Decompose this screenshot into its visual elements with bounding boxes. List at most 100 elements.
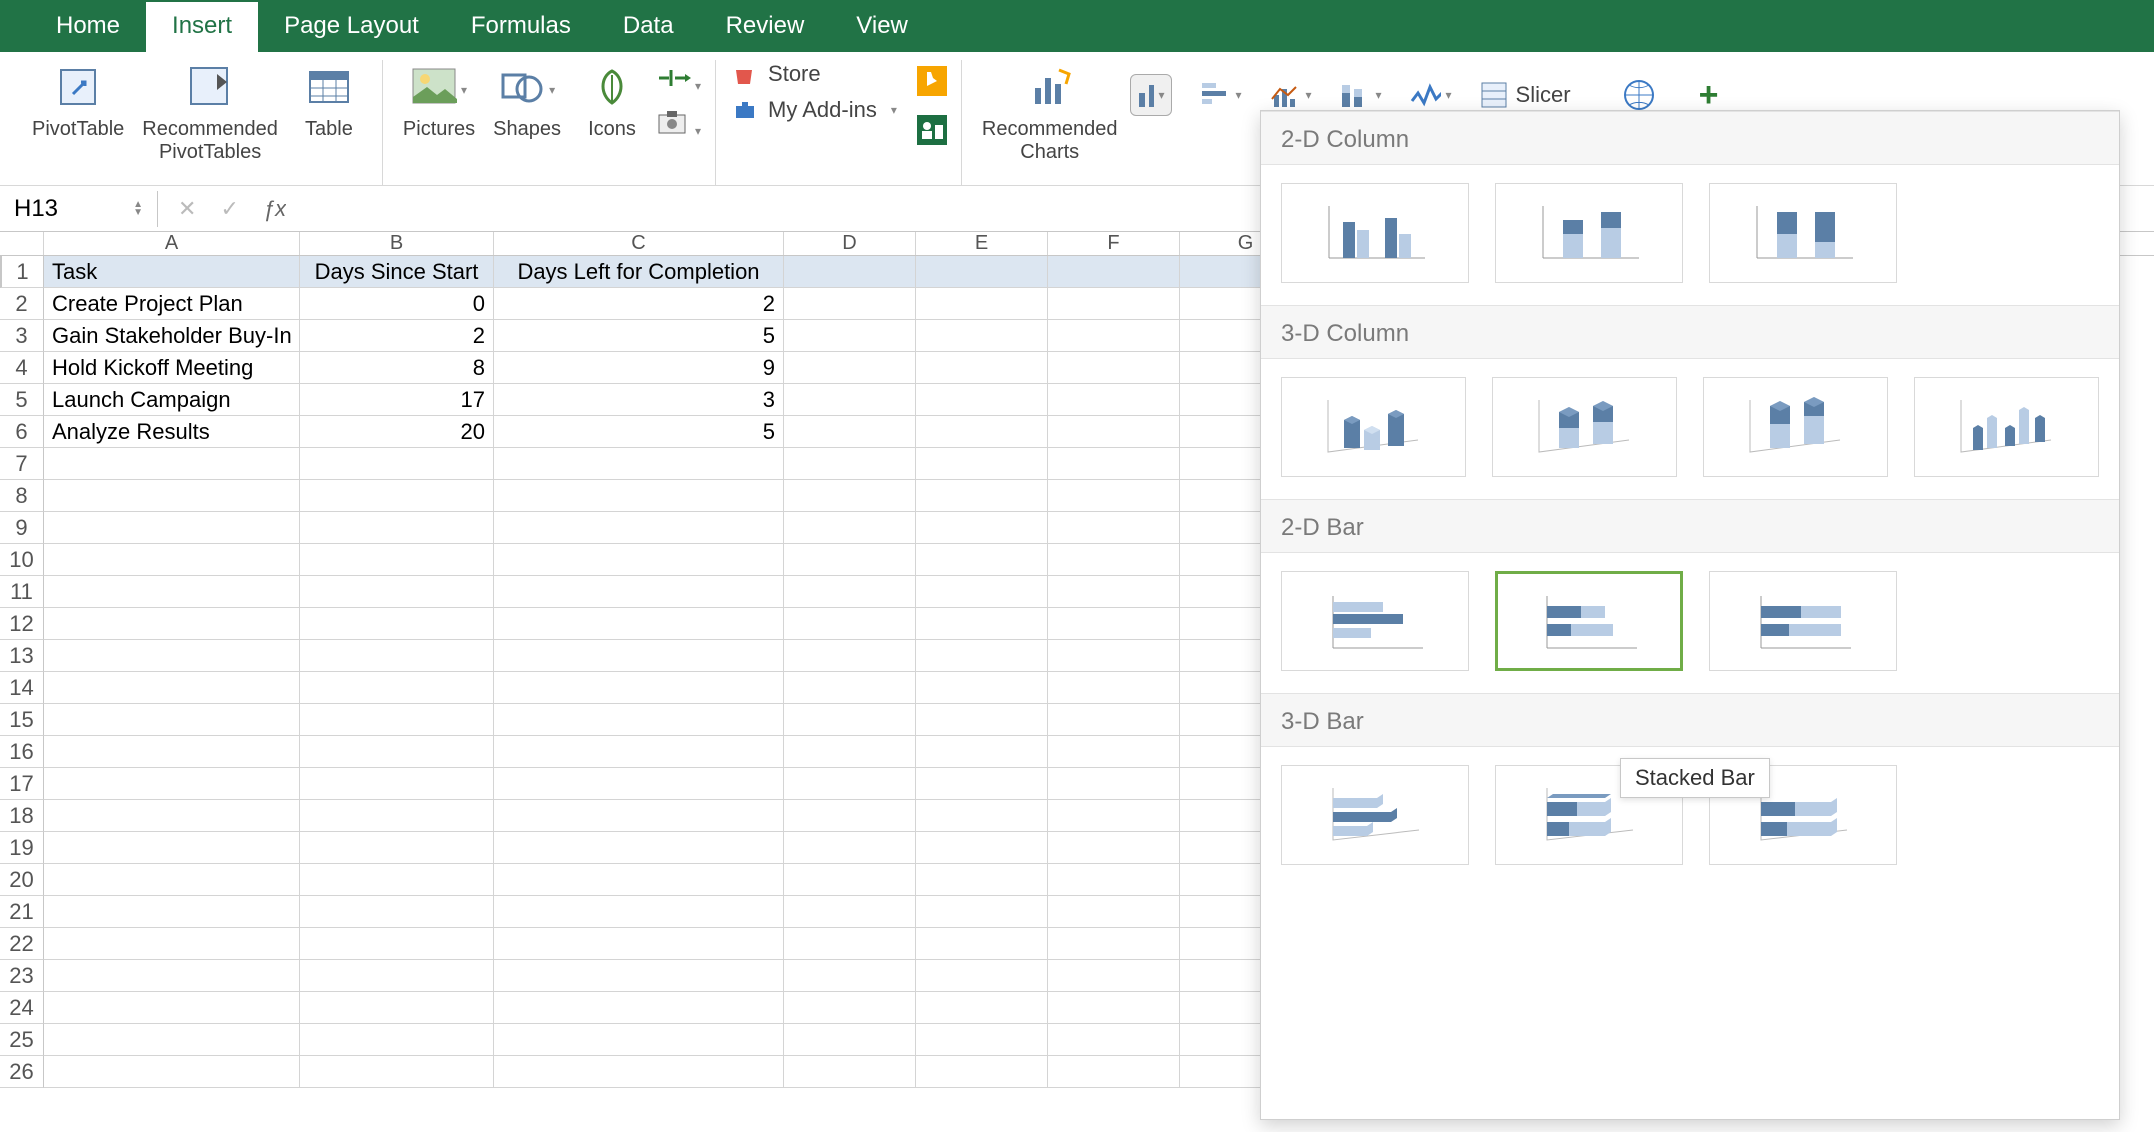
cell-B15[interactable] [300, 704, 494, 736]
row-header-11[interactable]: 11 [0, 576, 44, 608]
tile-stacked-bar[interactable] [1495, 571, 1683, 671]
cell-E10[interactable] [916, 544, 1048, 576]
cell-C21[interactable] [494, 896, 784, 928]
row-header-12[interactable]: 12 [0, 608, 44, 640]
cell-B8[interactable] [300, 480, 494, 512]
cell-A7[interactable] [44, 448, 300, 480]
cell-A26[interactable] [44, 1056, 300, 1088]
cell-D2[interactable] [784, 288, 916, 320]
row-header-4[interactable]: 4 [0, 352, 44, 384]
row-header-1[interactable]: 1 [0, 256, 44, 288]
cell-D1[interactable] [784, 256, 916, 288]
cell-E11[interactable] [916, 576, 1048, 608]
name-box[interactable]: H13 ▲▼ [0, 191, 158, 227]
cell-A22[interactable] [44, 928, 300, 960]
cell-F7[interactable] [1048, 448, 1180, 480]
cell-C19[interactable] [494, 832, 784, 864]
row-header-2[interactable]: 2 [0, 288, 44, 320]
cell-C8[interactable] [494, 480, 784, 512]
cell-E18[interactable] [916, 800, 1048, 832]
cell-B23[interactable] [300, 960, 494, 992]
cell-B22[interactable] [300, 928, 494, 960]
row-header-21[interactable]: 21 [0, 896, 44, 928]
cell-A3[interactable]: Gain Stakeholder Buy-In [44, 320, 300, 352]
cell-D4[interactable] [784, 352, 916, 384]
cell-D6[interactable] [784, 416, 916, 448]
cell-E5[interactable] [916, 384, 1048, 416]
cell-D23[interactable] [784, 960, 916, 992]
col-header-c[interactable]: C [494, 232, 784, 255]
select-all-corner[interactable] [0, 232, 44, 255]
cell-B3[interactable]: 2 [300, 320, 494, 352]
cell-A9[interactable] [44, 512, 300, 544]
cell-F5[interactable] [1048, 384, 1180, 416]
cell-B13[interactable] [300, 640, 494, 672]
cell-E22[interactable] [916, 928, 1048, 960]
cell-A21[interactable] [44, 896, 300, 928]
cell-E20[interactable] [916, 864, 1048, 896]
cancel-icon[interactable]: ✕ [178, 196, 196, 222]
cell-D11[interactable] [784, 576, 916, 608]
cell-D5[interactable] [784, 384, 916, 416]
cell-C3[interactable]: 5 [494, 320, 784, 352]
column-chart-dropdown[interactable]: ▾ [1130, 74, 1172, 116]
cell-F21[interactable] [1048, 896, 1180, 928]
people-graph-icon[interactable] [917, 115, 947, 150]
row-header-24[interactable]: 24 [0, 992, 44, 1024]
tile-clustered-column[interactable] [1281, 183, 1469, 283]
cell-C7[interactable] [494, 448, 784, 480]
tab-formulas[interactable]: Formulas [445, 2, 597, 52]
cell-F9[interactable] [1048, 512, 1180, 544]
cell-C9[interactable] [494, 512, 784, 544]
cell-C25[interactable] [494, 1024, 784, 1056]
cell-B14[interactable] [300, 672, 494, 704]
cell-A1[interactable]: Task [44, 256, 300, 288]
row-header-18[interactable]: 18 [0, 800, 44, 832]
cell-F24[interactable] [1048, 992, 1180, 1024]
cell-A24[interactable] [44, 992, 300, 1024]
cell-D9[interactable] [784, 512, 916, 544]
tile-3d-clustered-column[interactable] [1281, 377, 1466, 477]
cell-F1[interactable] [1048, 256, 1180, 288]
cell-C4[interactable]: 9 [494, 352, 784, 384]
cell-B9[interactable] [300, 512, 494, 544]
cell-C14[interactable] [494, 672, 784, 704]
cell-F8[interactable] [1048, 480, 1180, 512]
cell-A14[interactable] [44, 672, 300, 704]
cell-D15[interactable] [784, 704, 916, 736]
tab-insert[interactable]: Insert [146, 2, 258, 52]
tile-3d-100-stacked-column[interactable] [1703, 377, 1888, 477]
cell-F13[interactable] [1048, 640, 1180, 672]
cell-C15[interactable] [494, 704, 784, 736]
col-header-f[interactable]: F [1048, 232, 1180, 255]
cell-D24[interactable] [784, 992, 916, 1024]
row-header-7[interactable]: 7 [0, 448, 44, 480]
cell-F23[interactable] [1048, 960, 1180, 992]
cell-E12[interactable] [916, 608, 1048, 640]
fx-icon[interactable]: ƒx [263, 196, 286, 222]
cell-D14[interactable] [784, 672, 916, 704]
cell-D20[interactable] [784, 864, 916, 896]
recommended-charts-button[interactable]: Recommended Charts [976, 60, 1124, 166]
cell-C16[interactable] [494, 736, 784, 768]
cell-A23[interactable] [44, 960, 300, 992]
cell-E23[interactable] [916, 960, 1048, 992]
cell-E26[interactable] [916, 1056, 1048, 1088]
cell-E6[interactable] [916, 416, 1048, 448]
icons-button[interactable]: Icons [573, 60, 651, 143]
cell-C22[interactable] [494, 928, 784, 960]
cell-B20[interactable] [300, 864, 494, 896]
cell-C2[interactable]: 2 [494, 288, 784, 320]
cell-C13[interactable] [494, 640, 784, 672]
my-addins-button[interactable]: My Add-ins▾ [730, 96, 897, 124]
row-header-13[interactable]: 13 [0, 640, 44, 672]
row-header-14[interactable]: 14 [0, 672, 44, 704]
cell-D22[interactable] [784, 928, 916, 960]
row-header-23[interactable]: 23 [0, 960, 44, 992]
tab-review[interactable]: Review [700, 2, 831, 52]
cell-A16[interactable] [44, 736, 300, 768]
cell-F12[interactable] [1048, 608, 1180, 640]
cell-B7[interactable] [300, 448, 494, 480]
cell-C6[interactable]: 5 [494, 416, 784, 448]
cell-F16[interactable] [1048, 736, 1180, 768]
